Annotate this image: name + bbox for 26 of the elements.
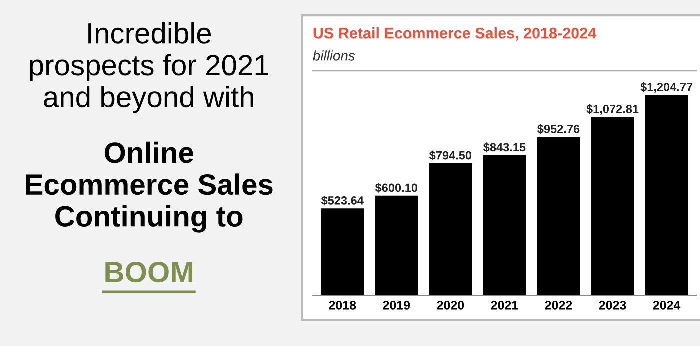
- text: BOOM: [106, 262, 193, 283]
- x-tick-label: 2024: [653, 301, 681, 310]
- bar: [375, 196, 418, 296]
- bar: [321, 208, 364, 296]
- x-tick-label: 2018: [329, 301, 356, 310]
- data-label: $952.76: [538, 124, 580, 134]
- bar: [483, 155, 526, 296]
- data-label: $1,204.77: [640, 82, 693, 94]
- bar: [591, 117, 634, 296]
- data-label: $1,072.81: [586, 104, 639, 116]
- data-label: $843.15: [484, 142, 526, 152]
- chart-subtitle: billions: [313, 50, 356, 61]
- data-label: $794.50: [429, 150, 472, 161]
- text: Incredible prospects for 2021 and beyond with: [30, 22, 268, 114]
- chart-title: US Retail Ecommerce Sales, 2018-2024: [314, 27, 596, 41]
- x-tick-label: 2022: [545, 301, 572, 310]
- data-label: $600.10: [375, 183, 418, 193]
- bar: [645, 95, 688, 296]
- x-tick-label: 2019: [383, 301, 410, 310]
- bar: [429, 163, 472, 296]
- text: Online Ecommerce Sales Continuing to: [26, 142, 273, 233]
- x-tick-label: 2021: [491, 301, 518, 310]
- bar: [537, 137, 580, 296]
- x-tick-label: 2020: [437, 301, 464, 310]
- x-tick-label: 2023: [599, 301, 626, 310]
- data-label: $523.64: [321, 196, 364, 206]
